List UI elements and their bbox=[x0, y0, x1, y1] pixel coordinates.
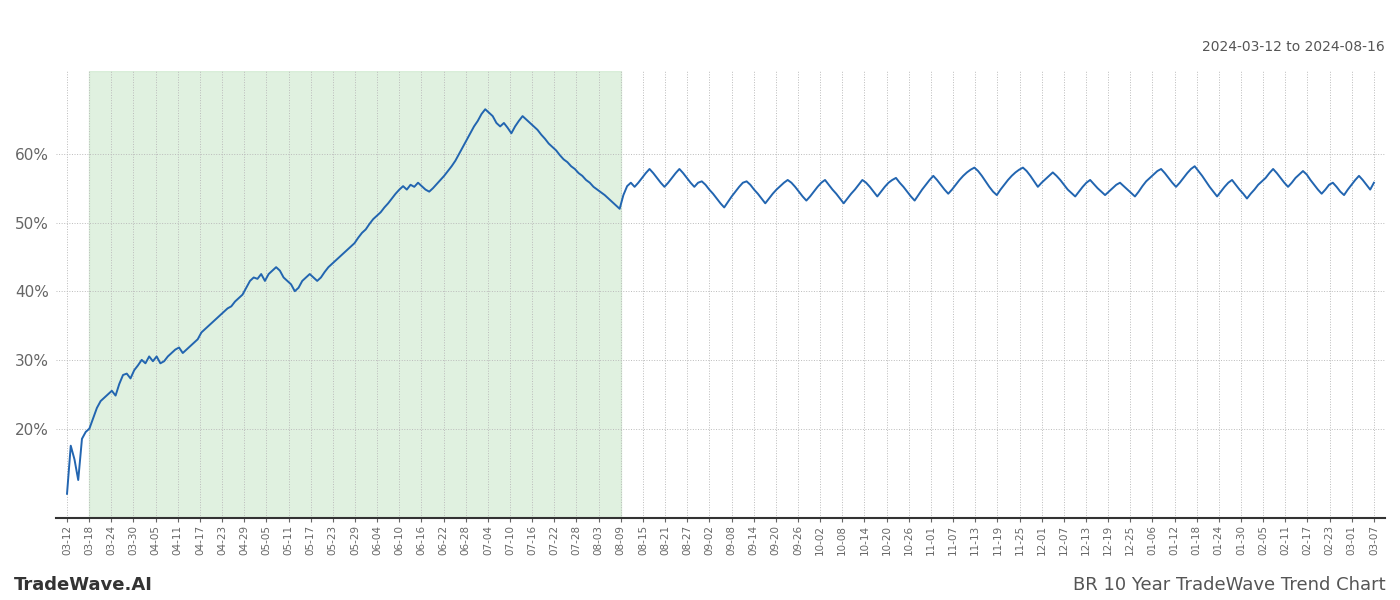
Bar bbox=[90, 71, 620, 518]
Text: TradeWave.AI: TradeWave.AI bbox=[14, 576, 153, 594]
Text: BR 10 Year TradeWave Trend Chart: BR 10 Year TradeWave Trend Chart bbox=[1074, 576, 1386, 594]
Text: 2024-03-12 to 2024-08-16: 2024-03-12 to 2024-08-16 bbox=[1203, 40, 1385, 53]
